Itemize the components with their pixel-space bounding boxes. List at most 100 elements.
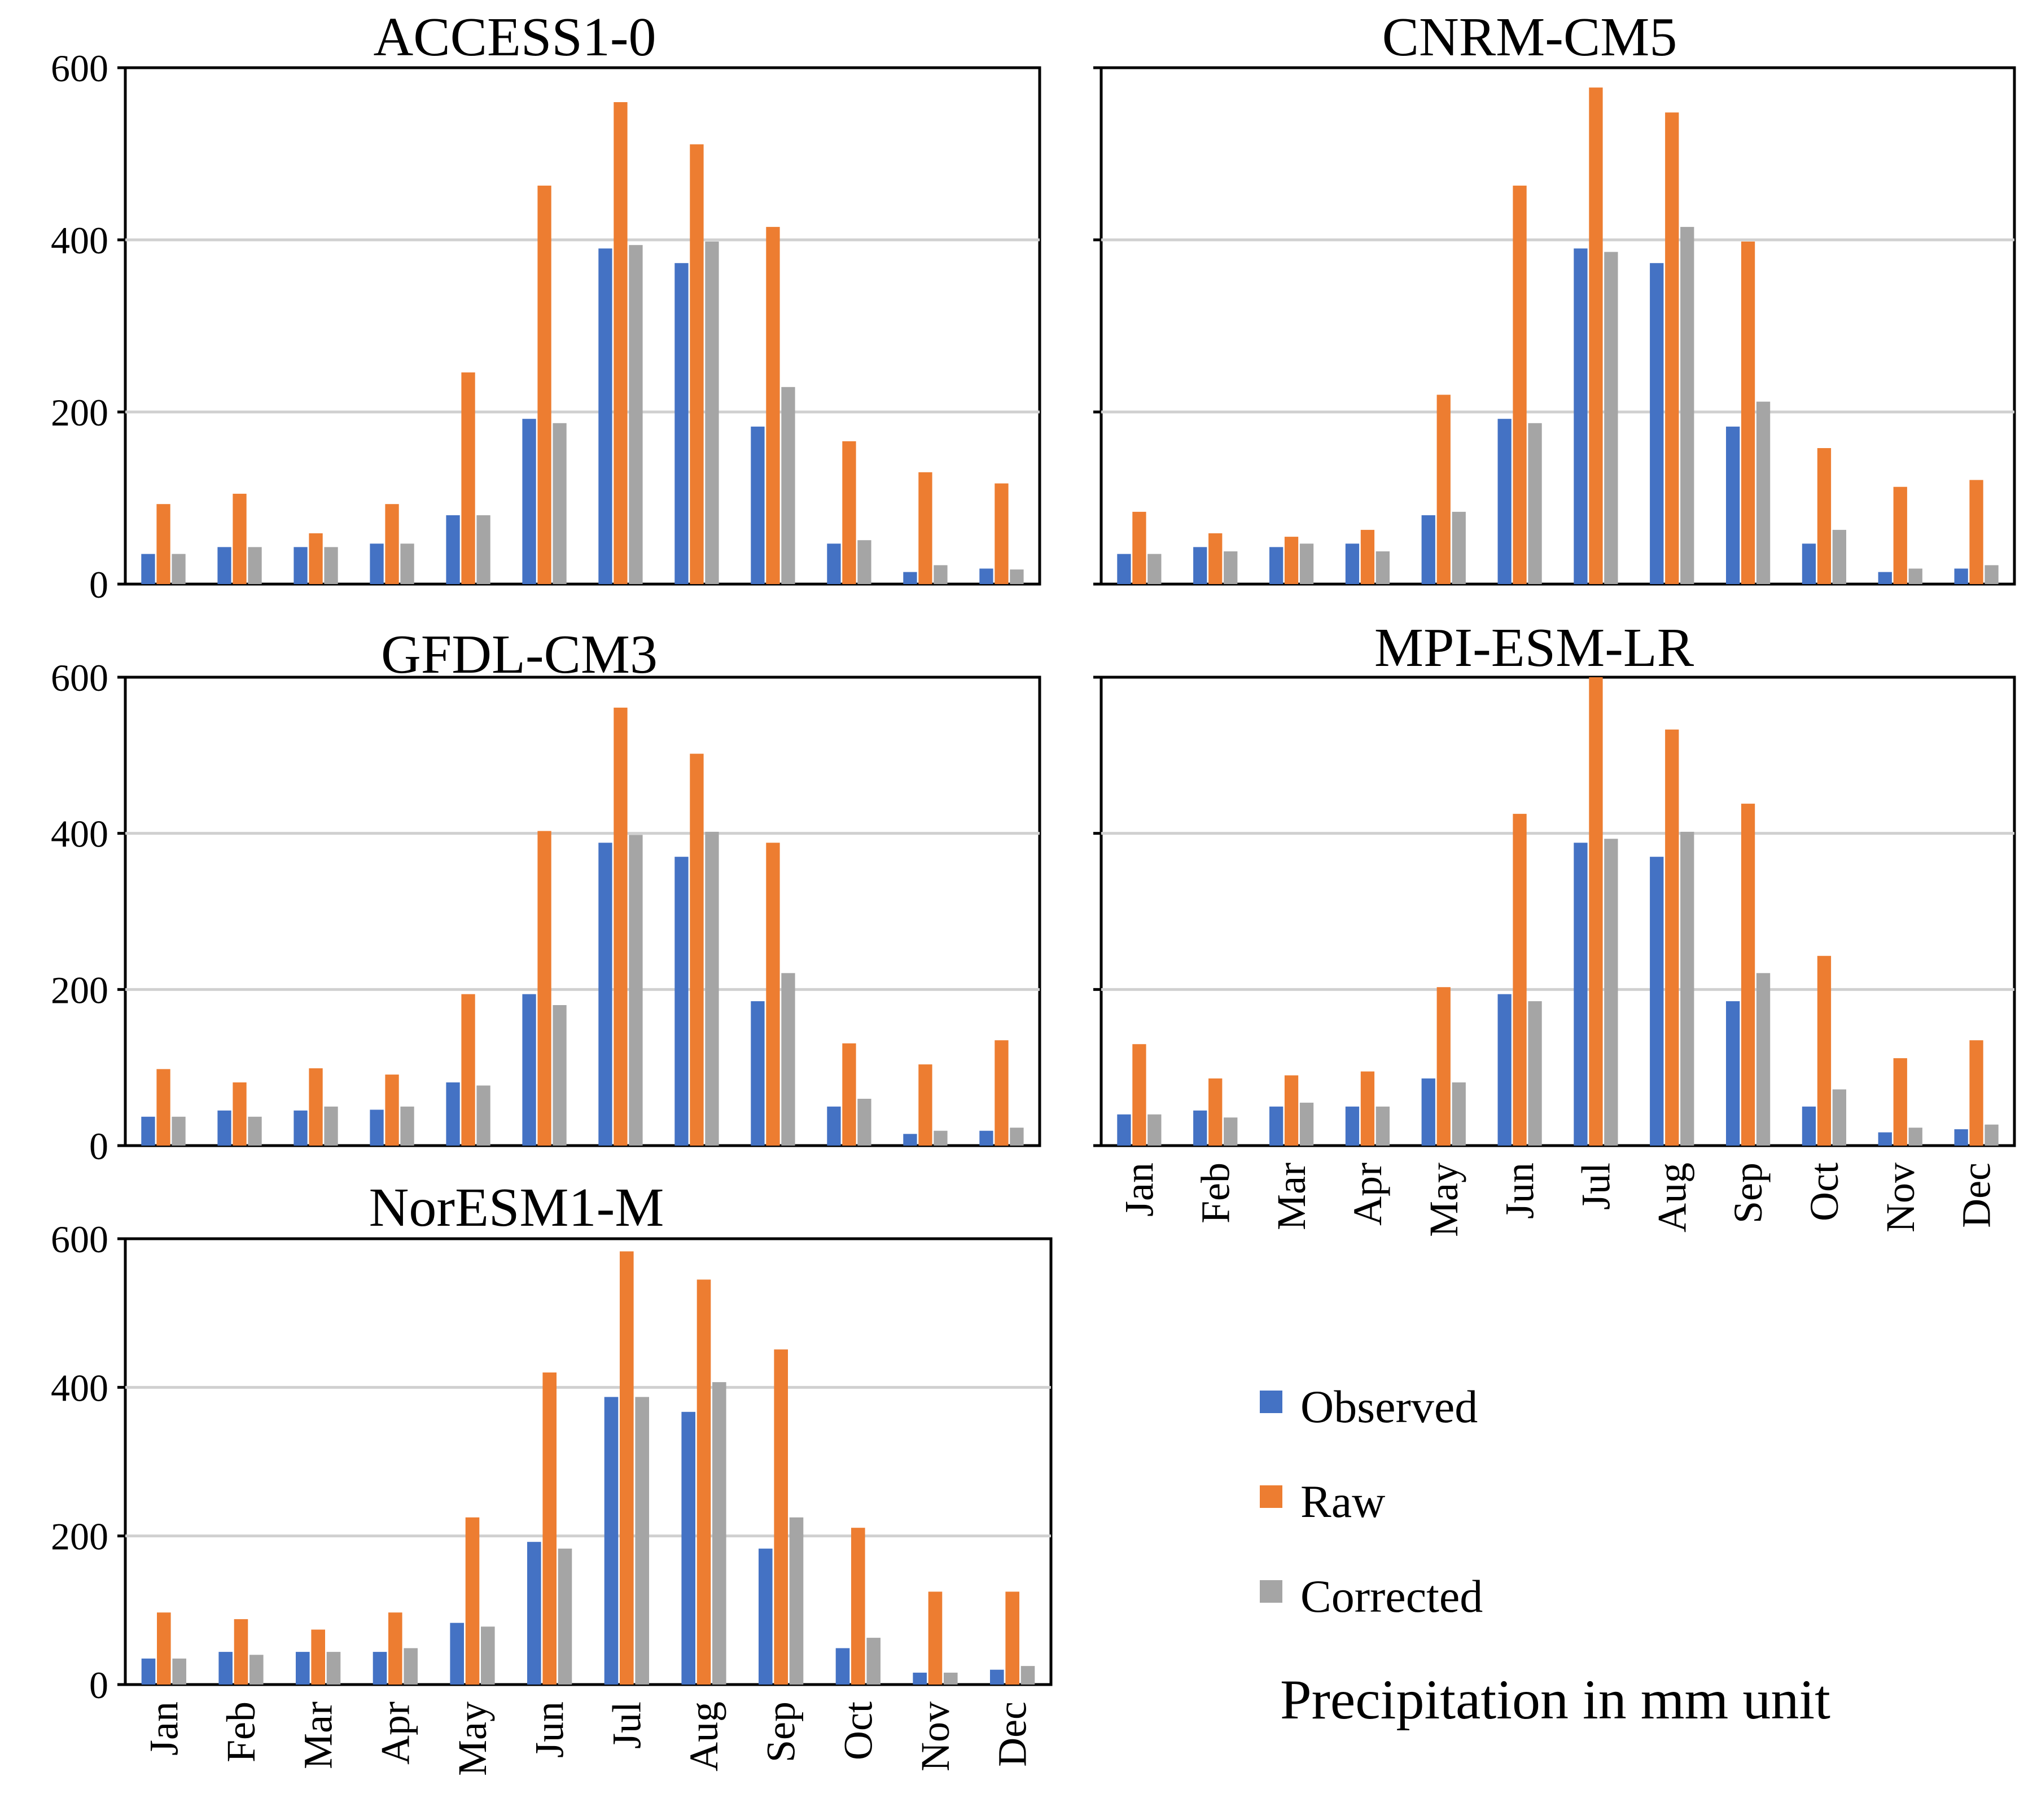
bar-observed-feb (1193, 1110, 1207, 1146)
bar-observed-sep (751, 1001, 765, 1146)
bar-observed-nov (903, 1134, 917, 1146)
chart-panel-access1-0: 0 200 400 600 ACCESS1-0 (51, 7, 1041, 606)
y-tick-label: 0 (89, 1125, 108, 1168)
bar-raw-may (1436, 394, 1451, 584)
bar-corrected-jan (172, 554, 186, 584)
bar-corrected-jul (635, 1397, 649, 1685)
bar-raw-oct (1817, 448, 1832, 584)
bar-raw-aug (1665, 729, 1679, 1146)
bar-observed-mar (1269, 547, 1283, 584)
bar-corrected-dec (1985, 565, 1999, 584)
bar-corrected-oct (857, 1099, 871, 1146)
bar-corrected-mar (1299, 543, 1314, 584)
chart-panel-noresm1-m: 0 200 400 600 Jan Feb Mar Apr May Jun Jul Aug Sep Oc… (51, 1177, 1053, 1776)
plot-frame (124, 66, 1041, 586)
bar-raw-sep (1741, 242, 1755, 584)
bar-observed-may (1421, 1078, 1435, 1146)
bar-raw-sep (1741, 804, 1755, 1146)
bar-corrected-oct (1832, 529, 1846, 584)
legend-label-observed: Observed (1300, 1381, 1478, 1432)
bar-corrected-apr (1375, 1106, 1390, 1146)
bar-observed-apr (1345, 543, 1360, 584)
bar-observed-apr (370, 1109, 384, 1146)
bar-raw-apr (1360, 529, 1375, 584)
bar-raw-aug (690, 144, 704, 584)
x-tick-label: Jun (1497, 1163, 1543, 1219)
bar-raw-may (461, 372, 475, 584)
bar-raw-feb (233, 493, 247, 584)
bar-raw-jul (1589, 677, 1603, 1146)
bar-observed-jan (1117, 1114, 1131, 1146)
bar-observed-jul (1574, 843, 1588, 1146)
x-tick-label: Jan (141, 1701, 186, 1756)
x-tick-label: Jan (1116, 1163, 1162, 1217)
x-tick-label: Jul (1573, 1163, 1618, 1210)
bar-observed-may (446, 1082, 460, 1146)
bar-corrected-jun (553, 423, 567, 584)
bar-corrected-dec (1010, 569, 1024, 584)
x-tick-label: Oct (835, 1701, 880, 1760)
y-tick-label: 600 (51, 47, 108, 90)
bar-corrected-dec (1985, 1124, 1999, 1146)
bar-corrected-may (1452, 1082, 1466, 1146)
bar-corrected-sep (781, 387, 795, 584)
bar-observed-apr (370, 543, 384, 584)
bar-observed-jul (598, 843, 612, 1146)
bar-observed-oct (827, 543, 841, 584)
bar-raw-apr (388, 1612, 402, 1685)
bar-observed-feb (1193, 547, 1207, 584)
legend-label-corrected: Corrected (1300, 1571, 1483, 1622)
bar-observed-dec (979, 1130, 993, 1146)
bar-corrected-may (481, 1626, 495, 1685)
plot-frame (124, 1237, 1053, 1686)
x-tick-label: Feb (1193, 1163, 1238, 1223)
legend: Observed Raw Corrected (1260, 1381, 1483, 1622)
bar-observed-aug (681, 1411, 695, 1685)
legend-swatch-corrected (1260, 1580, 1282, 1603)
bar-corrected-feb (248, 1116, 262, 1146)
bar-observed-sep (759, 1549, 773, 1685)
bar-observed-jul (604, 1397, 619, 1685)
bar-corrected-jan (172, 1116, 186, 1146)
bar-raw-mar (309, 1068, 323, 1146)
bar-corrected-may (1452, 511, 1466, 584)
bar-raw-jul (1589, 87, 1603, 585)
figure-caption: Precipitation in mm unit (1280, 1668, 1830, 1731)
chart-panel-mpi-esm-lr: Jan Feb Mar Apr May Jun Jul Aug Sep Oct Nov Dec MPI… (1093, 617, 2016, 1237)
bar-raw-nov (1893, 1058, 1907, 1146)
bar-corrected-mar (326, 1652, 341, 1685)
bar-observed-jan (1117, 554, 1131, 584)
bar-observed-jun (1497, 419, 1512, 584)
bar-corrected-nov (1908, 568, 1922, 584)
bar-raw-dec (1005, 1591, 1019, 1685)
x-tick-label: Apr (1345, 1163, 1390, 1226)
bar-raw-oct (842, 1043, 856, 1146)
bar-corrected-jun (553, 1005, 567, 1146)
plot-frame (124, 676, 1041, 1147)
bar-raw-mar (311, 1629, 325, 1685)
bar-raw-sep (774, 1349, 788, 1685)
bar-observed-aug (1650, 857, 1664, 1146)
x-tick-label: Feb (218, 1701, 264, 1762)
bar-raw-jan (1132, 511, 1146, 584)
bar-observed-apr (373, 1652, 387, 1685)
bar-corrected-aug (1680, 227, 1694, 585)
y-tick-label: 200 (51, 391, 108, 434)
bar-observed-may (450, 1622, 464, 1685)
bar-corrected-aug (705, 831, 719, 1146)
y-tick-label: 0 (89, 563, 108, 606)
legend-label-raw: Raw (1300, 1476, 1385, 1527)
bar-corrected-feb (1224, 1117, 1238, 1146)
chart-panel-cnrm-cm5: CNRM-CM5 (1093, 7, 2016, 586)
bar-raw-aug (696, 1279, 711, 1685)
bar-raw-oct (842, 441, 856, 584)
x-tick-label: Aug (681, 1701, 726, 1771)
bar-raw-jun (537, 831, 551, 1146)
bar-observed-apr (1345, 1106, 1360, 1146)
bar-observed-jan (141, 1116, 155, 1146)
x-tick-label: Nov (1878, 1163, 1923, 1233)
bar-observed-mar (1269, 1106, 1283, 1146)
bar-raw-nov (918, 1064, 932, 1146)
bar-raw-dec (1969, 480, 1983, 584)
bar-corrected-jul (1604, 839, 1618, 1146)
